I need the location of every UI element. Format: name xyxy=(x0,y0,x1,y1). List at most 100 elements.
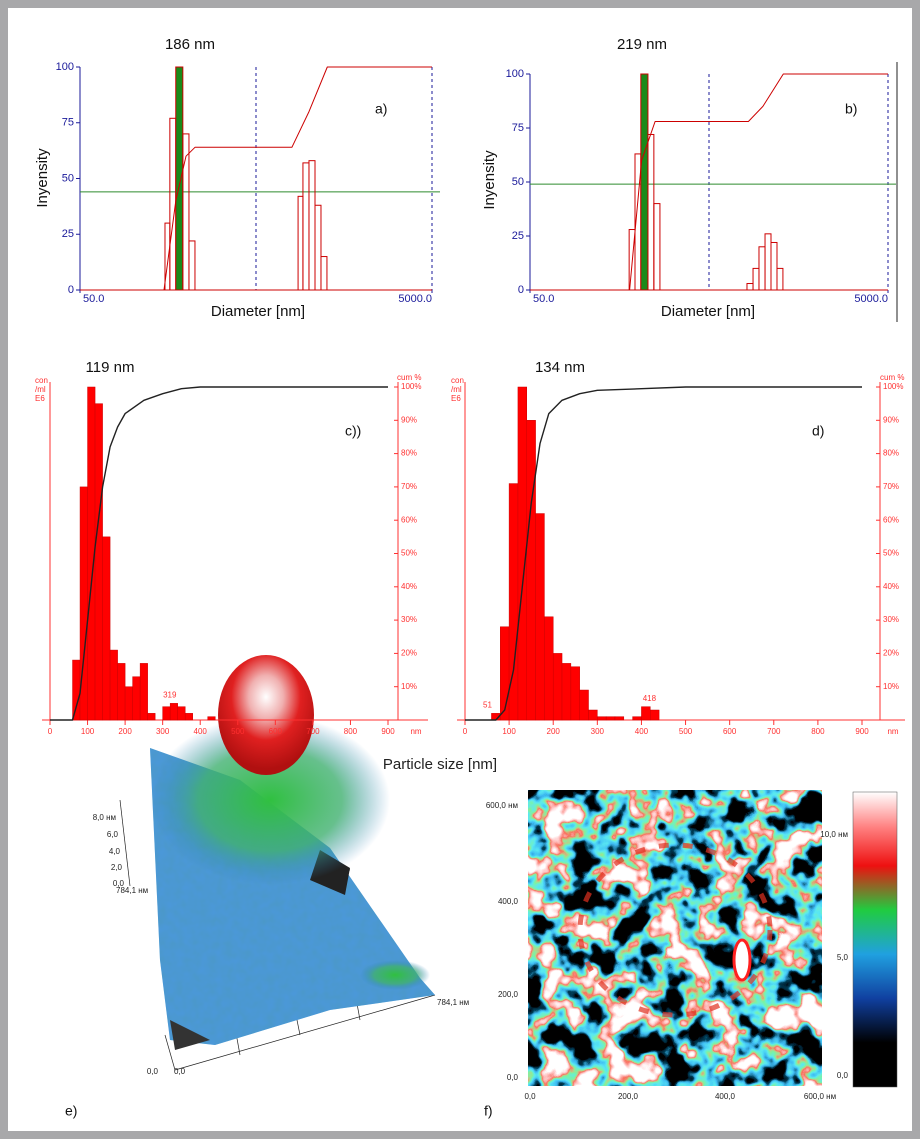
axis-label: 784,1 нм xyxy=(116,886,148,895)
x-tick-label: 900 xyxy=(381,727,395,736)
panel-label: a) xyxy=(375,101,387,117)
bar xyxy=(588,709,598,721)
bar xyxy=(117,663,126,721)
y2-tick-label: 20% xyxy=(883,649,899,658)
bar xyxy=(314,204,322,291)
x-tick-label: 600 xyxy=(723,727,737,736)
x-tick-label: 600,0 нм xyxy=(804,1092,836,1101)
bar xyxy=(500,626,510,721)
y2-tick-label: 60% xyxy=(883,515,899,524)
bar xyxy=(132,676,141,721)
y-axis-label: con xyxy=(451,376,464,385)
y-tick-label: 0,0 xyxy=(507,1073,519,1082)
y2-tick-label: 40% xyxy=(883,582,899,591)
y2-tick-label: 10% xyxy=(401,682,417,691)
x-tick-label: 400,0 xyxy=(715,1092,736,1101)
x-tick-label: 300 xyxy=(591,727,605,736)
y-axis-label: /ml xyxy=(35,385,46,394)
bar xyxy=(72,659,81,721)
x-tick-label: 50.0 xyxy=(83,293,104,305)
cumulative-line xyxy=(80,66,432,291)
axis-label: 784,1 нм xyxy=(437,998,469,1007)
y2-axis-label: cum % xyxy=(397,373,421,382)
y2-tick-label: 50% xyxy=(883,549,899,558)
x-tick-label: 300 xyxy=(156,727,170,736)
bar xyxy=(124,686,133,721)
bar xyxy=(102,536,111,721)
x-tick-label: 800 xyxy=(344,727,358,736)
chart-title: 134 nm xyxy=(535,359,585,376)
y-tick-label: 75 xyxy=(62,117,74,129)
bar xyxy=(614,716,625,721)
z-tick-label: 2,0 xyxy=(111,863,123,872)
bar xyxy=(579,689,589,721)
shared-x-label: Particle size [nm] xyxy=(383,756,497,773)
x-tick-label: 100 xyxy=(502,727,516,736)
x-tick-label: 800 xyxy=(811,727,825,736)
bar xyxy=(561,663,572,721)
y2-tick-label: 20% xyxy=(401,649,417,658)
colorbar-tick-label: 0,0 xyxy=(837,1071,849,1080)
x-tick-label: 100 xyxy=(81,727,95,736)
y2-tick-label: 40% xyxy=(401,582,417,591)
x-tick-label: 400 xyxy=(194,727,208,736)
bar xyxy=(653,203,661,291)
y2-tick-label: 50% xyxy=(401,549,417,558)
y-axis-label: E6 xyxy=(35,394,45,403)
bar xyxy=(169,703,178,721)
x-tick-label: 0 xyxy=(463,727,468,736)
x-tick-label: 0,0 xyxy=(524,1092,536,1101)
x-tick-label: 0 xyxy=(48,727,53,736)
y-tick-label: 50 xyxy=(512,176,524,188)
bar xyxy=(776,267,784,291)
y2-axis-label: cum % xyxy=(880,373,904,382)
origin-label: 0,0 xyxy=(147,1067,159,1076)
y-axis-label: Inyensity xyxy=(481,150,498,210)
x-unit-label: nm xyxy=(410,727,421,736)
y2-tick-label: 30% xyxy=(401,615,417,624)
y2-tick-label: 80% xyxy=(401,449,417,458)
x-tick-label: 900 xyxy=(855,727,869,736)
bar xyxy=(526,420,536,721)
x-tick-label: 200 xyxy=(547,727,561,736)
bar xyxy=(320,256,328,291)
y-tick-label: 400,0 xyxy=(498,897,519,906)
bar xyxy=(544,616,554,721)
y2-tick-label: 90% xyxy=(883,415,899,424)
panel-label: c)) xyxy=(345,423,361,439)
y-tick-label: 100 xyxy=(506,68,524,80)
y2-tick-label: 70% xyxy=(401,482,417,491)
panel-label: d) xyxy=(812,423,824,439)
y-axis-label: E6 xyxy=(451,394,461,403)
bar xyxy=(188,240,196,291)
y2-tick-label: 10% xyxy=(883,682,899,691)
z-tick-label: 6,0 xyxy=(107,830,119,839)
cumulative-line xyxy=(50,386,388,721)
bar xyxy=(640,73,649,291)
bar xyxy=(535,513,545,721)
x-tick-label: 400 xyxy=(635,727,649,736)
panel-label: e) xyxy=(65,1103,77,1119)
y-tick-label: 100 xyxy=(56,61,74,73)
y-axis-label: Inyensity xyxy=(34,148,51,208)
bar xyxy=(182,133,190,291)
bar xyxy=(94,403,103,721)
x-tick-label: 500 xyxy=(231,727,245,736)
z-tick-label: 4,0 xyxy=(109,847,121,856)
y-tick-label: 25 xyxy=(62,228,74,240)
y2-tick-label: 30% xyxy=(883,615,899,624)
origin-label: 0,0 xyxy=(174,1067,186,1076)
chart: 186 nm a) Inyensity Diameter [nm] 0 25 50 75 100… xyxy=(34,36,440,320)
afm-map xyxy=(528,790,898,1088)
y2-tick-label: 90% xyxy=(401,415,417,424)
x-unit-label: nm xyxy=(887,727,898,736)
bar xyxy=(177,706,186,721)
bar xyxy=(162,706,171,721)
bar xyxy=(632,716,642,721)
afm-3d xyxy=(119,655,436,1071)
bar xyxy=(139,663,148,721)
y2-tick-label: 100% xyxy=(883,382,903,391)
